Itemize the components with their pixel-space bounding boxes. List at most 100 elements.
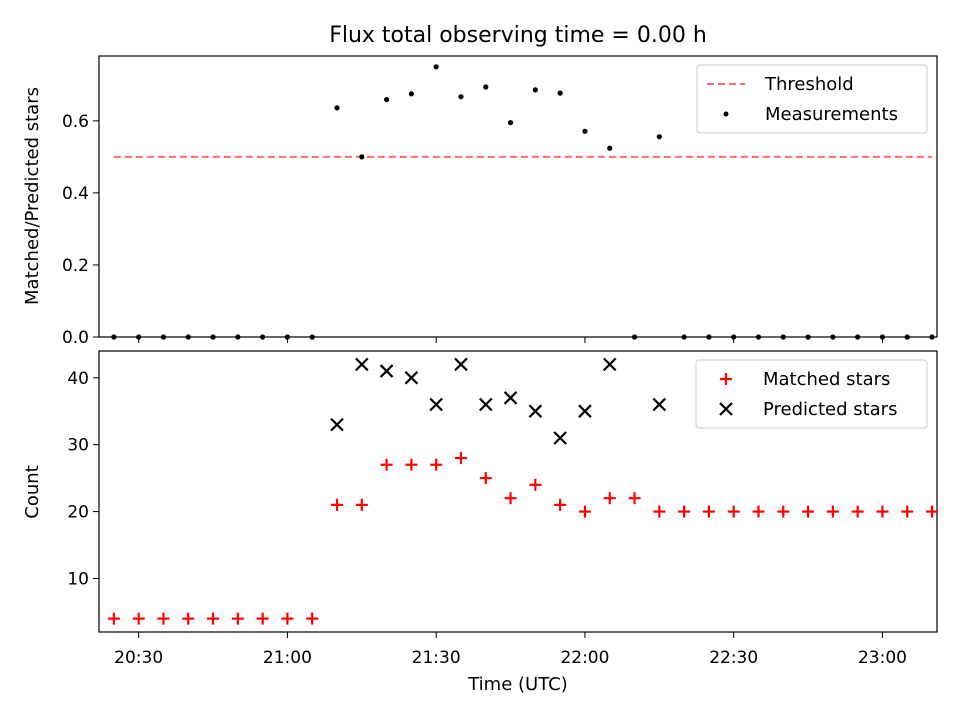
ratio-legend-frame bbox=[696, 64, 928, 134]
matched-star-point bbox=[504, 492, 517, 505]
measurement-point bbox=[805, 334, 811, 340]
measurement-point bbox=[111, 334, 117, 340]
count-plot-frame bbox=[98, 350, 938, 633]
predicted-star-point bbox=[553, 431, 567, 445]
measurement-point bbox=[656, 134, 662, 140]
matched-star-point bbox=[380, 458, 393, 471]
x-tick-label: 23:00 bbox=[858, 648, 907, 668]
matched-star-point bbox=[256, 612, 269, 625]
matched-star-point bbox=[430, 458, 443, 471]
measurement-point bbox=[755, 334, 762, 340]
matched-star-point bbox=[603, 492, 616, 505]
predicted-star-point bbox=[355, 357, 369, 372]
matched-star-point bbox=[454, 452, 467, 465]
x-tick-label: 22:30 bbox=[709, 648, 758, 668]
count-y-tick-label: 10 bbox=[67, 569, 89, 589]
count-y-tick-label: 40 bbox=[67, 369, 89, 389]
predicted-star-point bbox=[528, 404, 543, 418]
ratio-plot-frame bbox=[98, 55, 938, 338]
measurement-point bbox=[780, 334, 786, 340]
ratio-y-tick-label: 0.0 bbox=[62, 328, 89, 348]
x-axis-label: Time (UTC) bbox=[467, 674, 568, 695]
predicted-star-point bbox=[503, 391, 518, 405]
measurement-point bbox=[185, 334, 191, 340]
matched-star-point bbox=[826, 505, 839, 518]
measurement-point bbox=[904, 334, 910, 340]
matched-star-point bbox=[107, 612, 120, 625]
count-y-ticks: 10 20 30 40 bbox=[67, 369, 99, 589]
x-tick-label: 21:30 bbox=[412, 648, 461, 668]
matched-star-point bbox=[876, 505, 889, 518]
measurement-point bbox=[160, 334, 167, 340]
matched-star-point bbox=[578, 505, 591, 518]
matched-star-point bbox=[157, 612, 170, 625]
legend-matched-label: Matched stars bbox=[763, 369, 890, 390]
matched-star-point bbox=[628, 492, 641, 505]
measurement-point bbox=[532, 87, 538, 93]
legend-predicted-swatch bbox=[719, 402, 733, 416]
matched-star-point bbox=[207, 612, 220, 625]
matched-star-point bbox=[281, 612, 294, 625]
predicted-star-point bbox=[578, 404, 592, 418]
x-tick-label: 22:00 bbox=[560, 648, 609, 668]
count-legend-frame bbox=[695, 359, 928, 429]
measurement-point bbox=[855, 334, 861, 340]
measurement-point bbox=[334, 105, 340, 111]
measurement-point bbox=[507, 120, 514, 126]
ratio-y-tick-label: 0.2 bbox=[62, 256, 89, 276]
measurement-point bbox=[631, 334, 638, 340]
matched-star-point bbox=[901, 505, 914, 518]
ratio-y-tick-label: 0.6 bbox=[62, 112, 89, 132]
measurement-point bbox=[260, 334, 266, 340]
legend-measurements-swatch bbox=[723, 111, 729, 117]
count-y-axis-label: Count bbox=[22, 465, 43, 518]
measurement-point bbox=[706, 334, 712, 340]
measurement-point bbox=[483, 84, 489, 90]
matched-star-point bbox=[182, 612, 195, 625]
count-legend: Matched stars Predicted stars bbox=[695, 359, 928, 429]
measurement-point bbox=[433, 64, 439, 70]
measurement-point bbox=[607, 145, 613, 151]
matched-star-point bbox=[653, 505, 666, 518]
predicted-star-point bbox=[379, 364, 394, 378]
matched-star-point bbox=[926, 505, 939, 518]
matched-star-point bbox=[752, 505, 765, 518]
matched-star-point bbox=[802, 505, 815, 518]
measurement-point bbox=[458, 94, 464, 100]
predicted-star-point bbox=[602, 357, 617, 372]
matched-star-point bbox=[554, 498, 567, 511]
ratio-y-tick-label: 0.4 bbox=[62, 184, 89, 204]
predicted-star-point bbox=[478, 397, 493, 412]
measurement-point bbox=[359, 154, 365, 160]
count-plot-marks bbox=[107, 357, 939, 625]
legend-predicted-label: Predicted stars bbox=[763, 399, 897, 420]
count-y-tick-label: 20 bbox=[67, 503, 89, 523]
ratio-panel: 0.0 0.2 0.4 0.6 Matched/Predicted stars Thr… bbox=[22, 55, 938, 348]
ratio-y-ticks: 0.0 0.2 0.4 0.6 bbox=[62, 112, 99, 348]
predicted-star-point bbox=[652, 397, 667, 412]
matched-star-point bbox=[702, 505, 715, 518]
matched-star-point bbox=[479, 472, 492, 485]
measurement-point bbox=[235, 334, 241, 340]
x-tick-label: 21:00 bbox=[263, 648, 312, 668]
measurement-point bbox=[830, 334, 836, 340]
count-y-tick-label: 30 bbox=[67, 436, 89, 456]
measurement-point bbox=[309, 334, 315, 340]
measurement-point bbox=[383, 96, 390, 103]
ratio-legend: Threshold Measurements bbox=[696, 64, 928, 134]
matched-star-point bbox=[331, 498, 344, 511]
matched-star-point bbox=[851, 505, 864, 518]
chart-title: Flux total observing time = 0.00 h bbox=[329, 23, 707, 48]
predicted-star-point bbox=[404, 370, 419, 385]
measurement-point bbox=[408, 91, 414, 97]
x-tick-label: 20:30 bbox=[114, 648, 163, 668]
matched-star-point bbox=[132, 612, 145, 625]
measurement-point bbox=[210, 334, 216, 340]
matched-star-point bbox=[306, 612, 319, 625]
matched-star-point bbox=[405, 458, 418, 471]
matched-star-point bbox=[355, 498, 368, 511]
measurement-point bbox=[557, 90, 563, 96]
measurement-point bbox=[582, 128, 588, 134]
